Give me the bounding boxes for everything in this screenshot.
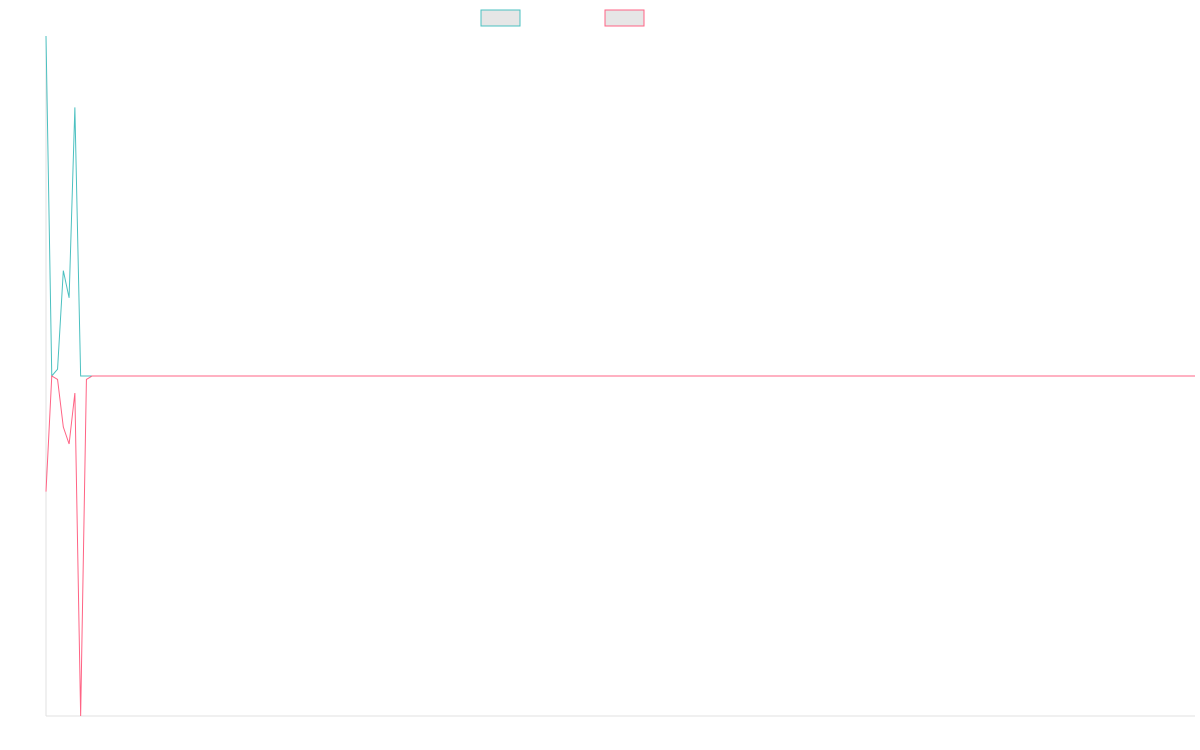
axes <box>45 36 1195 717</box>
series-layer <box>45 35 1196 717</box>
series-line-1 <box>45 35 1195 378</box>
legend-swatch-1[interactable] <box>480 9 521 27</box>
series-line-2 <box>45 375 1195 717</box>
legend-swatch-2[interactable] <box>604 9 645 27</box>
legend <box>480 9 645 27</box>
